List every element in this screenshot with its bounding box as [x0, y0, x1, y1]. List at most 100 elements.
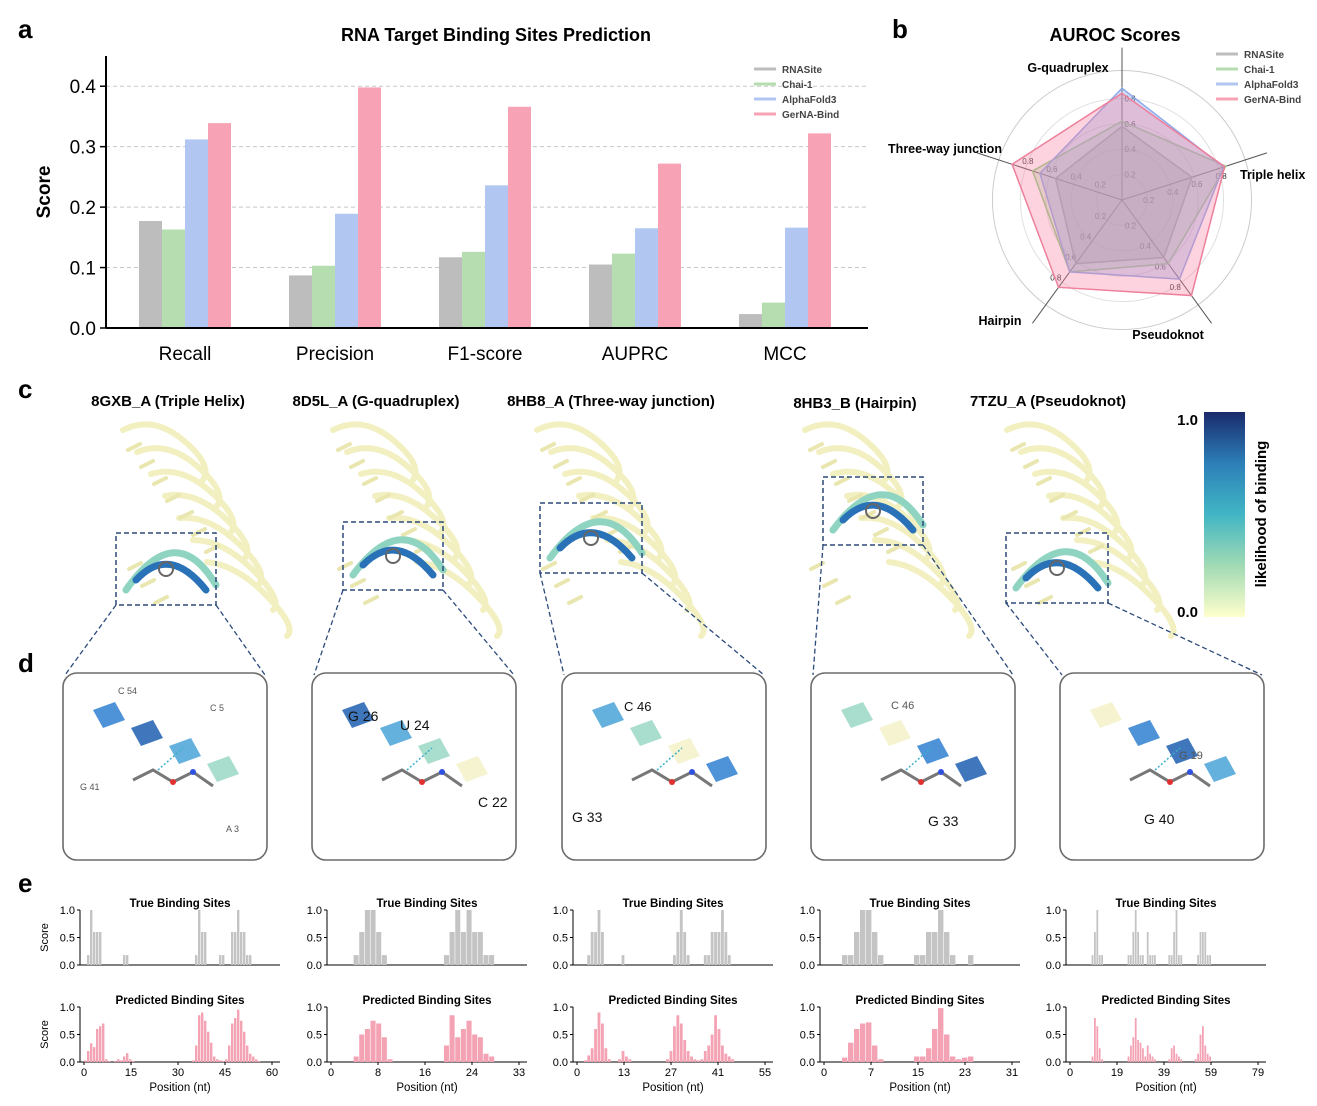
histogram-bar	[198, 1015, 201, 1062]
residue-label: G 26	[348, 708, 379, 724]
bar-chai-1	[162, 229, 185, 328]
rna-base	[567, 595, 583, 605]
histogram-bar	[1206, 955, 1209, 965]
colorbar	[1204, 412, 1245, 617]
zoom-frame	[311, 672, 517, 861]
rna-base	[152, 476, 168, 486]
atom-n	[938, 769, 944, 775]
radar-tick-label: 0.6	[1065, 253, 1077, 262]
radar-axis-label: Three-way junction	[888, 142, 1002, 156]
zoom-box	[822, 476, 924, 546]
residue-shape	[630, 720, 662, 746]
rna-ribbon	[204, 559, 293, 639]
histogram-bar	[724, 1053, 728, 1062]
structure-title-4: 8HB3_B (Hairpin)	[793, 395, 916, 412]
structures-row: 8GXB_A (Triple Helix) 8D5L_A (G-quadrupl…	[91, 393, 1270, 639]
zoom-panel-5: G 19 G 40	[1059, 672, 1265, 861]
histogram-bar	[213, 1056, 216, 1062]
rna-base	[1049, 493, 1065, 503]
histogram-bar	[1170, 955, 1173, 965]
zoom-connector	[641, 572, 765, 676]
bar-chai-1	[612, 253, 635, 328]
histogram-bar	[731, 1059, 735, 1062]
bar-gerna-bind	[208, 123, 231, 329]
x-tick-label: 0	[1067, 1067, 1073, 1079]
histogram-bar	[724, 932, 728, 965]
colorbar-min: 0.0	[1177, 604, 1198, 621]
bar-rnasite	[139, 221, 162, 328]
histogram-bar	[126, 1053, 129, 1062]
histogram-bar	[914, 1056, 920, 1062]
colorbar-label: likelihood of binding	[1253, 441, 1270, 588]
histogram-title: Predicted Binding Sites	[608, 995, 737, 1007]
rna-base	[375, 493, 391, 503]
histogram-bar	[370, 910, 376, 965]
histogram-bar	[483, 1053, 489, 1062]
zoom-frame	[1059, 672, 1265, 861]
histogram-bar	[240, 1020, 243, 1062]
zoom-connector	[1005, 602, 1063, 676]
histogram-bar	[246, 955, 249, 965]
radar-tick-label: 0.2	[1143, 196, 1155, 205]
histogram-bar	[628, 1059, 632, 1062]
histogram-bar	[1137, 932, 1139, 965]
histogram-bar	[1139, 1042, 1142, 1062]
radar-tick-label: 0.2	[1095, 181, 1107, 190]
histogram-bar	[237, 1009, 240, 1062]
histogram-bar	[255, 1059, 258, 1062]
histogram-bar	[1137, 1040, 1139, 1062]
radar-title: AUROC Scores	[1049, 25, 1180, 45]
residue-shape	[879, 720, 911, 746]
histogram-pair-5: True Binding Sites 0.0 0.5 1.0 Predicted Bin…	[1046, 898, 1266, 1094]
histogram-bar	[105, 1059, 108, 1062]
zoom-panel-1: C 54 C 5 G 41 A 3	[62, 672, 268, 861]
histogram-bar	[84, 1060, 87, 1062]
histogram-bar	[962, 1057, 968, 1062]
histogram-bar	[477, 1037, 483, 1062]
rna-base	[821, 459, 837, 469]
radar-tick-label: 0.6	[1155, 262, 1167, 271]
rna-base	[1024, 578, 1040, 588]
ligand	[158, 561, 174, 577]
residue-shape	[1090, 702, 1122, 728]
histogram-bar	[1194, 1059, 1197, 1062]
histogram-bar	[872, 1045, 878, 1062]
residue-shape	[207, 756, 239, 782]
legend-label: GerNA-Bind	[782, 110, 839, 121]
residue-shape	[592, 702, 624, 728]
residue-shape	[1204, 756, 1236, 782]
x-tick-label: 15	[125, 1067, 137, 1079]
residue-label: G 33	[572, 809, 603, 825]
histogram-bar	[932, 932, 938, 965]
panel-letter-c: c	[18, 374, 32, 404]
residue-shape	[1166, 738, 1198, 764]
histogram-bar	[607, 1059, 611, 1062]
histogram-bar	[249, 955, 252, 965]
histogram-bar	[1197, 955, 1199, 965]
x-tick-label: 55	[759, 1067, 771, 1079]
histogram-bar	[1132, 1037, 1135, 1062]
rna-ribbon	[858, 514, 947, 587]
rna-ribbon-core	[1022, 559, 1102, 592]
rna-base	[835, 595, 851, 605]
residue-label: U 24	[400, 717, 430, 733]
residue-shape	[342, 702, 374, 728]
residue-shape	[93, 702, 125, 728]
y-tick-label: 1.0	[800, 905, 815, 917]
binding-site-histograms: True Binding Sites 0.0 0.5 1.0 Score Predicte…	[39, 898, 1266, 1094]
histogram-bar	[872, 932, 878, 965]
radar-tick-label: 0.4	[1071, 173, 1083, 182]
histogram-bar	[1173, 932, 1175, 965]
rna-ribbon-core	[556, 529, 636, 562]
histogram-bar	[1094, 1018, 1096, 1062]
histogram-bar	[1101, 955, 1103, 965]
x-tick-label: F1-score	[448, 344, 523, 365]
histogram-bar	[381, 1037, 387, 1062]
histogram-bar	[1142, 955, 1144, 965]
y-tick-label: 0.0	[800, 960, 815, 972]
y-axis-label: Score	[34, 166, 55, 219]
x-axis-label: Position (nt)	[642, 1082, 704, 1094]
y-tick-label: 0.0	[1046, 960, 1061, 972]
rna-base	[191, 527, 207, 537]
panel-letter-e: e	[18, 868, 32, 898]
